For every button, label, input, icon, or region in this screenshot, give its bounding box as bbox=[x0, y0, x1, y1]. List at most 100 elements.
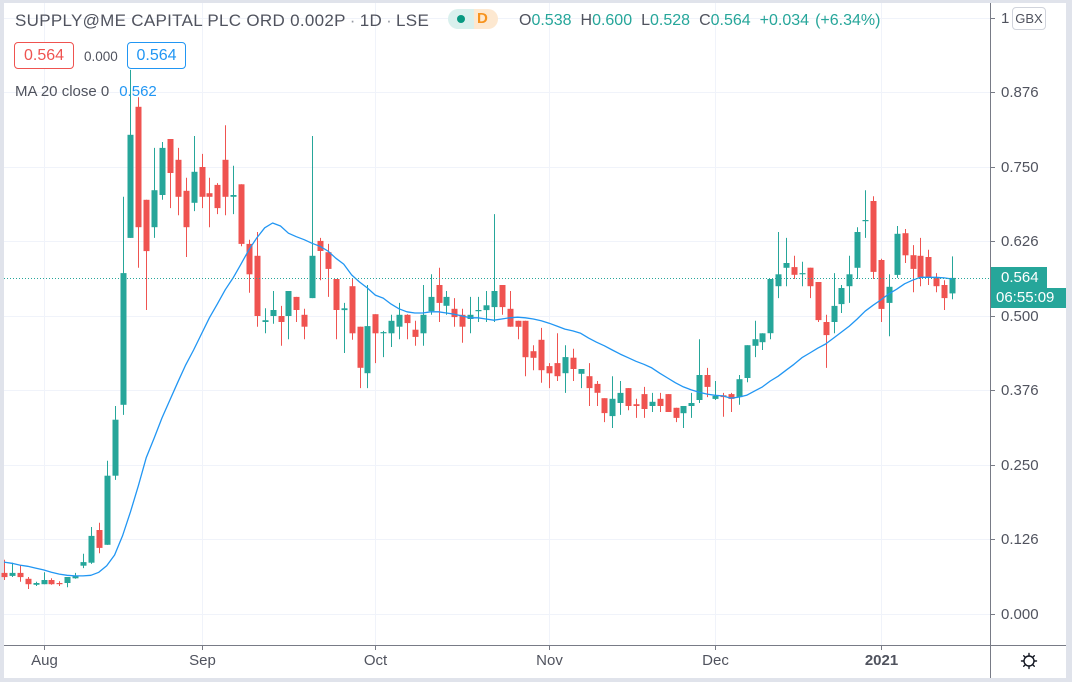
candle bbox=[910, 245, 917, 293]
candle bbox=[25, 577, 32, 589]
candle bbox=[522, 320, 529, 377]
candle-body bbox=[562, 357, 569, 374]
candle bbox=[372, 314, 379, 364]
candle bbox=[641, 386, 648, 418]
candle bbox=[357, 326, 364, 389]
candle-body bbox=[775, 274, 782, 287]
candle bbox=[1, 559, 8, 580]
candle bbox=[586, 363, 593, 406]
candle bbox=[499, 285, 506, 315]
candle bbox=[191, 136, 198, 212]
candle-body bbox=[325, 252, 332, 269]
candle bbox=[775, 232, 782, 299]
high-value: 0.600 bbox=[592, 12, 633, 29]
candle-body bbox=[680, 406, 687, 414]
bar-countdown-label: 06:55:09 bbox=[991, 288, 1066, 308]
exchange-label: LSE bbox=[396, 11, 430, 30]
candle bbox=[688, 392, 695, 418]
chart-settings-button[interactable] bbox=[1020, 652, 1038, 670]
candle bbox=[941, 280, 948, 310]
candle bbox=[783, 237, 790, 287]
interval-badge: D bbox=[474, 9, 498, 29]
time-axis[interactable] bbox=[4, 646, 990, 678]
candle-body bbox=[657, 398, 664, 406]
ohlc-close: C0.564 bbox=[699, 11, 751, 31]
candle-body bbox=[33, 583, 40, 585]
candle bbox=[80, 553, 87, 569]
candle bbox=[831, 273, 838, 334]
low-label: L bbox=[641, 12, 651, 29]
time-axis-label: Sep bbox=[189, 652, 216, 669]
candle bbox=[127, 69, 134, 238]
candle-body bbox=[388, 320, 395, 334]
candle bbox=[341, 302, 348, 353]
candle bbox=[649, 392, 656, 412]
candle-body bbox=[515, 320, 522, 327]
candle-body bbox=[823, 322, 830, 336]
candle bbox=[135, 97, 142, 268]
symbol-title[interactable]: SUPPLY@ME CAPITAL PLC ORD 0.002P · 1D · LSE bbox=[15, 10, 429, 32]
candle-body bbox=[752, 339, 759, 346]
candle-body bbox=[554, 363, 561, 377]
candle bbox=[420, 285, 427, 346]
candle bbox=[9, 562, 16, 577]
candle-body bbox=[862, 220, 869, 222]
candle bbox=[712, 381, 719, 400]
candle bbox=[183, 177, 190, 257]
candle-body bbox=[910, 255, 917, 269]
candle bbox=[823, 314, 830, 368]
candle bbox=[838, 285, 845, 313]
price-axis-label: 0.626 bbox=[1001, 232, 1039, 250]
symbol-name: SUPPLY@ME CAPITAL PLC ORD 0.002P bbox=[15, 11, 346, 30]
title-separator: · bbox=[349, 11, 356, 30]
candle-body bbox=[831, 305, 838, 322]
candle bbox=[349, 279, 356, 340]
candle bbox=[530, 345, 537, 371]
candle bbox=[167, 139, 174, 209]
candle bbox=[404, 314, 411, 340]
candle-body bbox=[127, 134, 134, 238]
candle bbox=[949, 256, 956, 300]
indicator-legend-ma20[interactable]: MA 20 close 0 0.562 bbox=[15, 82, 157, 102]
candle bbox=[744, 345, 751, 383]
candle-body bbox=[293, 296, 300, 310]
candle bbox=[48, 578, 55, 585]
candle-body bbox=[530, 351, 537, 358]
sell-button[interactable]: 0.564 bbox=[14, 42, 74, 69]
grid-lines bbox=[4, 3, 995, 650]
candle-body bbox=[807, 267, 814, 287]
candle-body bbox=[601, 398, 608, 414]
candle bbox=[680, 406, 687, 428]
candle-body bbox=[357, 326, 364, 368]
candle bbox=[657, 392, 664, 412]
candle-body bbox=[396, 314, 403, 327]
low-value: 0.528 bbox=[650, 12, 691, 29]
candle bbox=[752, 320, 759, 358]
candle bbox=[736, 375, 743, 405]
candle-body bbox=[854, 232, 861, 268]
candle-body bbox=[270, 310, 277, 316]
buy-button[interactable]: 0.564 bbox=[127, 42, 186, 69]
candle-body bbox=[633, 404, 640, 406]
candle bbox=[120, 196, 127, 415]
high-label: H bbox=[580, 12, 593, 29]
candle bbox=[807, 267, 814, 299]
candle-body bbox=[902, 233, 909, 256]
price-axis-label: 0.876 bbox=[1001, 83, 1039, 101]
candle bbox=[285, 291, 292, 340]
candle-body bbox=[230, 195, 237, 197]
candle-body bbox=[372, 314, 379, 334]
chart-window bbox=[4, 3, 1066, 678]
candle bbox=[159, 142, 166, 200]
candle bbox=[443, 291, 450, 315]
ohlc-open: O0.538 bbox=[519, 11, 572, 31]
candle-body bbox=[443, 296, 450, 306]
currency-button[interactable]: GBX bbox=[1012, 7, 1046, 30]
candle-body bbox=[522, 320, 529, 358]
ohlc-low: L0.528 bbox=[641, 11, 690, 31]
candle-body bbox=[206, 193, 213, 197]
candle-body bbox=[246, 243, 253, 275]
candle bbox=[17, 565, 24, 582]
candle bbox=[491, 214, 498, 322]
candle-body bbox=[736, 379, 743, 398]
